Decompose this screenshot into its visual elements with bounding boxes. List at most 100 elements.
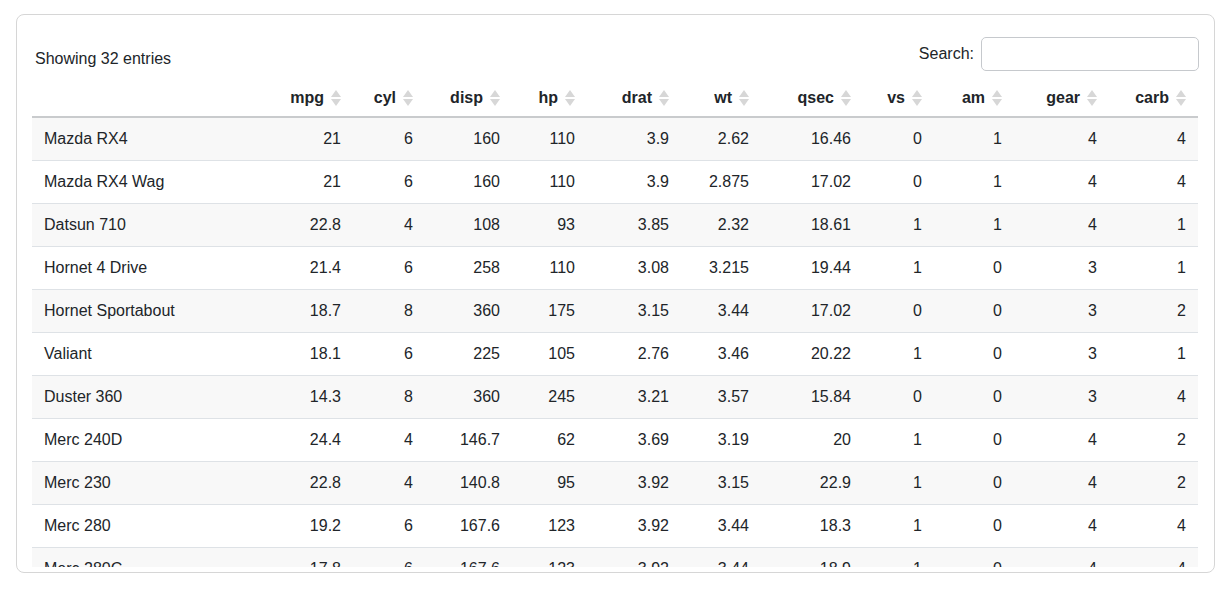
cell-disp: 225: [425, 333, 512, 376]
cell-mpg: 24.4: [278, 419, 353, 462]
cell-vs: 1: [863, 333, 934, 376]
cell-carb: 4: [1109, 376, 1198, 419]
cell-drat: 2.76: [587, 333, 681, 376]
column-header-hp[interactable]: hp: [512, 79, 587, 117]
cell-wt: 3.215: [681, 247, 761, 290]
search-input[interactable]: [981, 37, 1199, 71]
cell-disp: 160: [425, 161, 512, 204]
cell-carb: 4: [1109, 161, 1198, 204]
cell-drat: 3.92: [587, 548, 681, 568]
column-label: hp: [538, 89, 558, 106]
cell-am: 1: [934, 117, 1014, 161]
column-header-mpg[interactable]: mpg: [278, 79, 353, 117]
sort-icon[interactable]: [1176, 90, 1186, 106]
column-header-disp[interactable]: disp: [425, 79, 512, 117]
column-label: am: [962, 89, 985, 106]
row-name: Merc 280C: [32, 548, 278, 568]
table-row: Hornet Sportabout18.783601753.153.4417.0…: [32, 290, 1198, 333]
sort-icon[interactable]: [739, 90, 749, 106]
cell-vs: 1: [863, 462, 934, 505]
cell-am: 0: [934, 333, 1014, 376]
cell-vs: 0: [863, 117, 934, 161]
column-header-am[interactable]: am: [934, 79, 1014, 117]
cell-qsec: 17.02: [761, 290, 863, 333]
column-header-wt[interactable]: wt: [681, 79, 761, 117]
column-header-carb[interactable]: carb: [1109, 79, 1198, 117]
sort-icon[interactable]: [992, 90, 1002, 106]
cell-hp: 95: [512, 462, 587, 505]
cell-wt: 3.15: [681, 462, 761, 505]
cell-hp: 62: [512, 419, 587, 462]
table-header-row: mpgcyldisp hp drat wt qsec vs am gear carb: [32, 79, 1198, 117]
column-label: qsec: [798, 89, 834, 106]
cell-disp: 258: [425, 247, 512, 290]
cell-qsec: 15.84: [761, 376, 863, 419]
sort-icon[interactable]: [841, 90, 851, 106]
cell-hp: 110: [512, 247, 587, 290]
cell-gear: 4: [1014, 462, 1109, 505]
cell-gear: 3: [1014, 333, 1109, 376]
cell-disp: 167.6: [425, 505, 512, 548]
cell-hp: 110: [512, 161, 587, 204]
cell-mpg: 18.1: [278, 333, 353, 376]
sort-icon[interactable]: [565, 90, 575, 106]
cell-wt: 3.44: [681, 548, 761, 568]
column-label: drat: [622, 89, 652, 106]
table-row: Hornet 4 Drive21.462581103.083.21519.441…: [32, 247, 1198, 290]
table-row: Merc 23022.84140.8953.923.1522.91042: [32, 462, 1198, 505]
cell-disp: 140.8: [425, 462, 512, 505]
table-row: Merc 240D24.44146.7623.693.19201042: [32, 419, 1198, 462]
cell-qsec: 18.61: [761, 204, 863, 247]
cell-cyl: 6: [353, 548, 425, 568]
column-label: gear: [1046, 89, 1080, 106]
cell-drat: 3.9: [587, 117, 681, 161]
cell-cyl: 6: [353, 161, 425, 204]
cell-disp: 160: [425, 117, 512, 161]
cell-qsec: 20: [761, 419, 863, 462]
cell-disp: 108: [425, 204, 512, 247]
cell-gear: 3: [1014, 290, 1109, 333]
cell-cyl: 4: [353, 462, 425, 505]
cell-disp: 167.6: [425, 548, 512, 568]
sort-icon[interactable]: [403, 90, 413, 106]
row-name: Mazda RX4: [32, 117, 278, 161]
cell-gear: 4: [1014, 117, 1109, 161]
cell-gear: 4: [1014, 505, 1109, 548]
sort-icon[interactable]: [1087, 90, 1097, 106]
cell-vs: 0: [863, 290, 934, 333]
cell-vs: 1: [863, 505, 934, 548]
sort-icon[interactable]: [659, 90, 669, 106]
column-header-vs[interactable]: vs: [863, 79, 934, 117]
column-header-qsec[interactable]: qsec: [761, 79, 863, 117]
cell-wt: 2.32: [681, 204, 761, 247]
cell-am: 1: [934, 204, 1014, 247]
column-header-drat[interactable]: drat: [587, 79, 681, 117]
cell-am: 0: [934, 290, 1014, 333]
cell-cyl: 6: [353, 117, 425, 161]
data-table: mpgcyldisp hp drat wt qsec vs am gear carb Mazda…: [32, 79, 1198, 567]
column-label: carb: [1135, 89, 1169, 106]
column-header-cyl[interactable]: cyl: [353, 79, 425, 117]
cell-qsec: 20.22: [761, 333, 863, 376]
cell-vs: 1: [863, 419, 934, 462]
cell-am: 0: [934, 419, 1014, 462]
cell-am: 0: [934, 505, 1014, 548]
column-header-name: [32, 79, 278, 117]
cell-gear: 4: [1014, 548, 1109, 568]
cell-am: 0: [934, 247, 1014, 290]
cell-vs: 1: [863, 548, 934, 568]
table-row: Duster 36014.383602453.213.5715.840034: [32, 376, 1198, 419]
row-name: Merc 230: [32, 462, 278, 505]
sort-icon[interactable]: [490, 90, 500, 106]
cell-drat: 3.69: [587, 419, 681, 462]
cell-gear: 4: [1014, 419, 1109, 462]
table-toolbar: Showing 32 entries Search:: [32, 35, 1199, 71]
cell-drat: 3.21: [587, 376, 681, 419]
cell-disp: 146.7: [425, 419, 512, 462]
column-header-gear[interactable]: gear: [1014, 79, 1109, 117]
cell-drat: 3.9: [587, 161, 681, 204]
cell-qsec: 17.02: [761, 161, 863, 204]
sort-icon[interactable]: [912, 90, 922, 106]
cell-wt: 2.62: [681, 117, 761, 161]
sort-icon[interactable]: [331, 90, 341, 106]
